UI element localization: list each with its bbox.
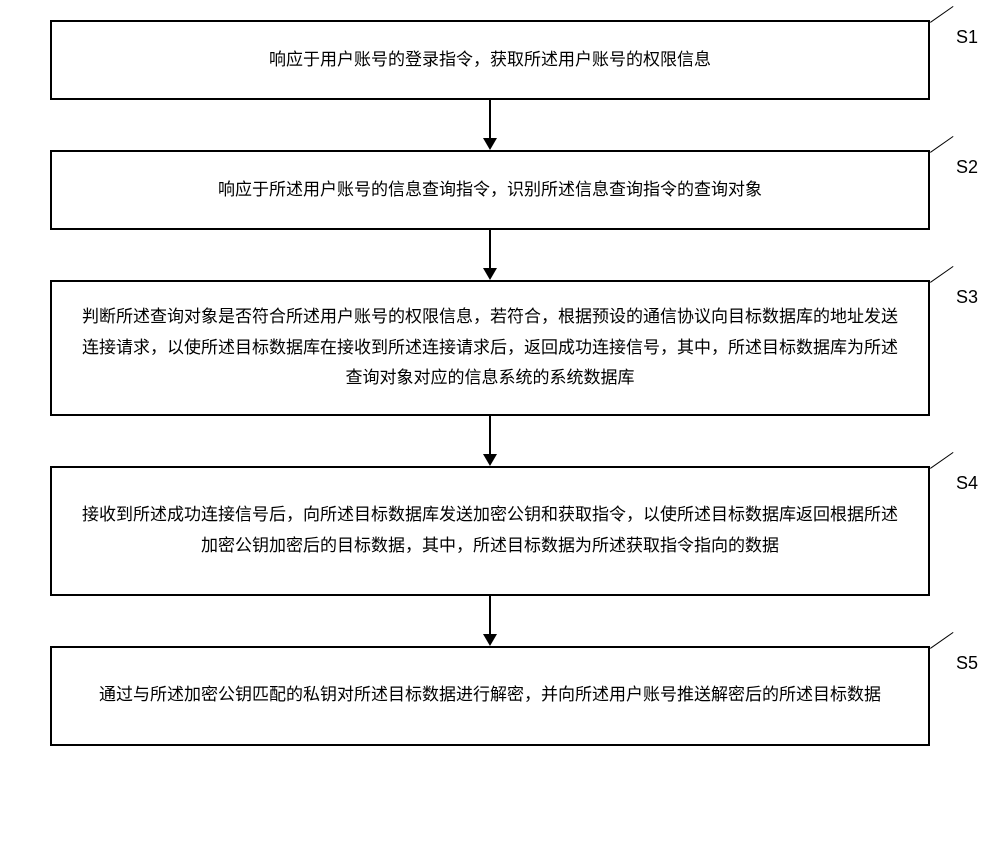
arrow-line: [489, 596, 491, 634]
arrow-head-icon: [483, 268, 497, 280]
step-label-s3: S3: [956, 287, 978, 308]
arrow-head-icon: [483, 138, 497, 150]
step-text-s1: 响应于用户账号的登录指令，获取所述用户账号的权限信息: [269, 45, 711, 76]
flowchart-container: S1 响应于用户账号的登录指令，获取所述用户账号的权限信息 S2 响应于所述用户…: [30, 20, 950, 746]
step-text-s4: 接收到所述成功连接信号后，向所述目标数据库发送加密公钥和获取指令，以使所述目标数…: [82, 500, 898, 561]
step-box-s3: S3 判断所述查询对象是否符合所述用户账号的权限信息，若符合，根据预设的通信协议…: [50, 280, 930, 416]
step-text-s3: 判断所述查询对象是否符合所述用户账号的权限信息，若符合，根据预设的通信协议向目标…: [82, 302, 898, 394]
step-label-s2: S2: [956, 157, 978, 178]
step-text-s2: 响应于所述用户账号的信息查询指令，识别所述信息查询指令的查询对象: [218, 175, 762, 206]
step-box-s2: S2 响应于所述用户账号的信息查询指令，识别所述信息查询指令的查询对象: [50, 150, 930, 230]
arrow-line: [489, 230, 491, 268]
step-box-s4: S4 接收到所述成功连接信号后，向所述目标数据库发送加密公钥和获取指令，以使所述…: [50, 466, 930, 596]
step-box-s5: S5 通过与所述加密公钥匹配的私钥对所述目标数据进行解密，并向所述用户账号推送解…: [50, 646, 930, 746]
step-label-s1: S1: [956, 27, 978, 48]
arrow-line: [489, 416, 491, 454]
arrow-s3-s4: [483, 416, 497, 466]
arrow-head-icon: [483, 454, 497, 466]
arrow-line: [489, 100, 491, 138]
step-box-s1: S1 响应于用户账号的登录指令，获取所述用户账号的权限信息: [50, 20, 930, 100]
arrow-head-icon: [483, 634, 497, 646]
step-label-s5: S5: [956, 653, 978, 674]
arrow-s2-s3: [483, 230, 497, 280]
step-label-s4: S4: [956, 473, 978, 494]
arrow-s1-s2: [483, 100, 497, 150]
step-text-s5: 通过与所述加密公钥匹配的私钥对所述目标数据进行解密，并向所述用户账号推送解密后的…: [99, 680, 881, 711]
arrow-s4-s5: [483, 596, 497, 646]
